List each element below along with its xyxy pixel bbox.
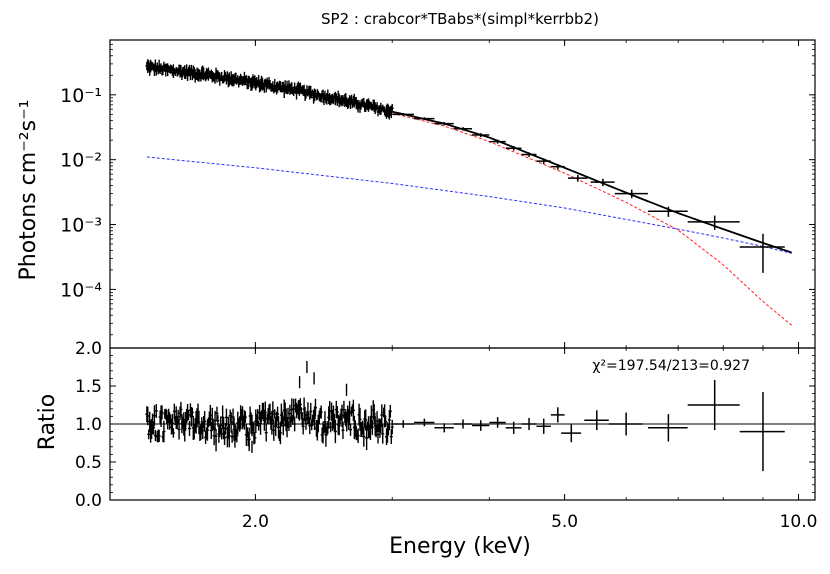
chi-square-annotation: χ²=197.54/213=0.927 xyxy=(592,358,750,374)
chart-title: SP2 : crabcor*TBabs*(simpl*kerrbb2) xyxy=(321,10,599,28)
x-tick-label: 5.0 xyxy=(551,512,578,532)
x-axis-label: Energy (keV) xyxy=(389,534,531,559)
bottom-ytick-label: 2.0 xyxy=(75,339,102,359)
disk-component-curve xyxy=(146,67,793,326)
power-law-component-curve xyxy=(146,156,792,254)
top-plot-area xyxy=(145,59,793,326)
top-ytick-label: 10⁻⁴ xyxy=(60,279,102,301)
top-ytick-label: 10⁻² xyxy=(60,150,102,172)
bottom-ytick-label: 0.0 xyxy=(75,491,102,511)
bottom-ytick-label: 1.5 xyxy=(75,377,102,397)
x-tick-label: 2.0 xyxy=(242,512,269,532)
bottom-ytick-label: 0.5 xyxy=(75,453,102,473)
top-ytick-label: 10⁻³ xyxy=(60,215,102,237)
top-ytick-label: 10⁻¹ xyxy=(60,85,102,107)
x-tick-label: 10.0 xyxy=(780,512,818,532)
top-ylabel: Photons cm⁻²s⁻¹ xyxy=(16,99,41,280)
bottom-ytick-label: 1.0 xyxy=(75,415,102,435)
bottom-plot-area xyxy=(110,360,815,472)
bottom-ylabel: Ratio xyxy=(35,394,60,450)
bottom-axes: 2.0 5.0 10.0 0.0 0.5 1.0 1.5 2.0 xyxy=(75,40,818,532)
